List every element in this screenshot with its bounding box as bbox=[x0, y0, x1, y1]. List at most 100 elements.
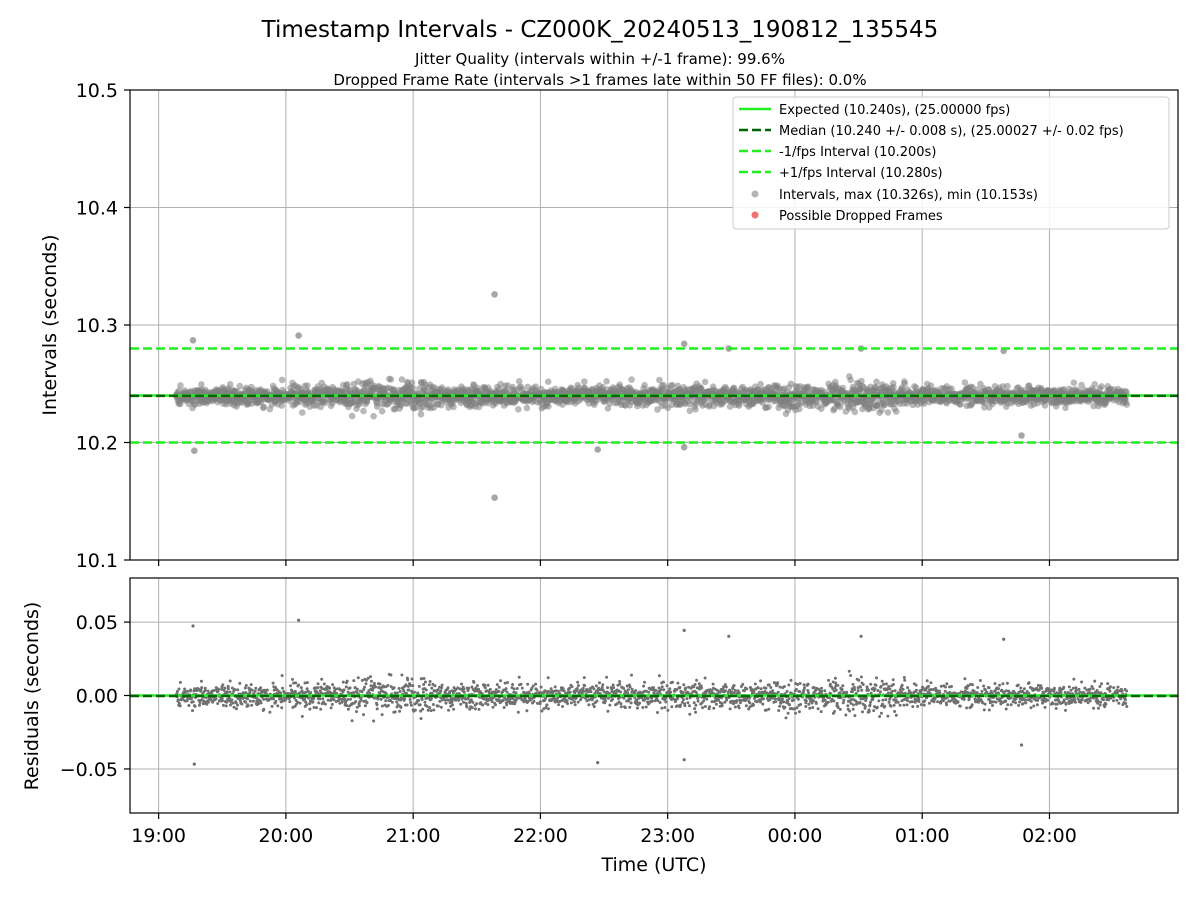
residual-point bbox=[329, 706, 333, 710]
residual-point bbox=[251, 699, 255, 703]
residual-point bbox=[697, 682, 701, 686]
residual-point bbox=[828, 696, 831, 700]
residual-point bbox=[630, 687, 634, 691]
residual-point bbox=[315, 706, 318, 710]
residual-point bbox=[531, 684, 535, 688]
residual-point bbox=[417, 699, 421, 702]
residual-point bbox=[634, 689, 638, 693]
residual-point bbox=[300, 714, 304, 718]
residual-point bbox=[626, 688, 630, 692]
residual-point bbox=[472, 680, 476, 684]
residual-point bbox=[364, 682, 368, 686]
residual-point bbox=[212, 689, 216, 692]
residual-point bbox=[299, 686, 303, 690]
residual-point bbox=[422, 683, 426, 686]
interval-point bbox=[378, 407, 386, 415]
residual-point bbox=[189, 688, 193, 692]
residual-point bbox=[331, 683, 335, 687]
residual-point bbox=[532, 699, 536, 703]
residual-point bbox=[481, 703, 485, 707]
residual-point bbox=[582, 676, 586, 680]
residual-point bbox=[612, 686, 616, 690]
residual-point bbox=[879, 711, 883, 715]
residual-point bbox=[459, 702, 463, 706]
residual-point bbox=[733, 705, 737, 709]
residual-point bbox=[603, 699, 607, 703]
residual-point bbox=[525, 709, 529, 713]
residual-point bbox=[774, 700, 778, 704]
residual-point bbox=[538, 700, 542, 704]
residual-point bbox=[505, 703, 509, 707]
residual-point bbox=[852, 703, 855, 707]
residual-point bbox=[644, 705, 648, 709]
residual-point bbox=[536, 701, 539, 705]
residual-point bbox=[504, 687, 508, 691]
residual-point bbox=[629, 701, 633, 705]
residual-point bbox=[618, 680, 622, 683]
interval-point bbox=[408, 379, 416, 387]
residual-point bbox=[395, 700, 399, 704]
residual-point bbox=[462, 690, 466, 694]
residual-point bbox=[1017, 703, 1021, 707]
residual-point bbox=[956, 700, 960, 704]
residual-point bbox=[670, 705, 674, 709]
residual-point bbox=[516, 710, 520, 714]
residual-point bbox=[600, 685, 604, 689]
residual-point bbox=[849, 674, 853, 677]
residual-point bbox=[345, 679, 349, 683]
residual-point bbox=[248, 699, 252, 703]
residual-point bbox=[776, 690, 780, 694]
residual-point bbox=[439, 705, 443, 709]
residual-point bbox=[782, 700, 786, 704]
residual-point bbox=[430, 686, 434, 690]
intervals-y-tick-label: 10.5 bbox=[76, 80, 118, 102]
residual-point bbox=[970, 703, 974, 707]
residual-point bbox=[827, 678, 831, 682]
residual-point bbox=[440, 686, 444, 690]
interval-point bbox=[641, 381, 648, 389]
residual-point bbox=[991, 704, 994, 707]
residual-point bbox=[767, 707, 771, 711]
residual-point bbox=[601, 683, 605, 687]
residual-point bbox=[178, 680, 182, 684]
chart-subtitle-dropped: Dropped Frame Rate (intervals >1 frames … bbox=[333, 71, 866, 89]
interval-point bbox=[450, 403, 457, 411]
residual-point bbox=[660, 706, 664, 710]
residual-point bbox=[982, 684, 986, 688]
residual-point bbox=[421, 707, 425, 711]
residual-point bbox=[384, 699, 388, 703]
intervals-y-tick-label: 10.4 bbox=[76, 198, 118, 220]
residual-point bbox=[568, 690, 572, 694]
interval-point bbox=[260, 403, 268, 411]
residual-point bbox=[246, 697, 250, 701]
residual-point bbox=[838, 707, 842, 711]
residual-point bbox=[322, 682, 326, 686]
residual-point bbox=[665, 684, 669, 688]
residual-point bbox=[363, 685, 366, 689]
residual-point bbox=[257, 702, 260, 706]
residual-point bbox=[317, 701, 321, 705]
residual-point bbox=[386, 704, 390, 707]
residual-point bbox=[380, 704, 384, 708]
residual-point bbox=[386, 683, 390, 687]
residual-point bbox=[882, 682, 886, 686]
residual-point bbox=[638, 701, 642, 705]
residual-point bbox=[702, 699, 706, 703]
residual-point bbox=[405, 703, 409, 707]
residual-point bbox=[308, 707, 312, 711]
residual-point bbox=[398, 709, 402, 713]
interval-outlier-point bbox=[680, 443, 688, 451]
residual-point bbox=[641, 706, 645, 709]
residual-point bbox=[887, 700, 891, 704]
residual-point bbox=[1006, 703, 1010, 707]
residual-point bbox=[741, 682, 745, 686]
interval-point bbox=[409, 384, 417, 392]
residual-point bbox=[778, 704, 782, 708]
residual-point bbox=[318, 697, 322, 701]
residual-point bbox=[311, 700, 315, 704]
residual-point bbox=[259, 686, 263, 690]
residual-point bbox=[884, 682, 888, 686]
interval-point bbox=[504, 382, 511, 389]
legend-intervals-marker bbox=[751, 190, 759, 198]
